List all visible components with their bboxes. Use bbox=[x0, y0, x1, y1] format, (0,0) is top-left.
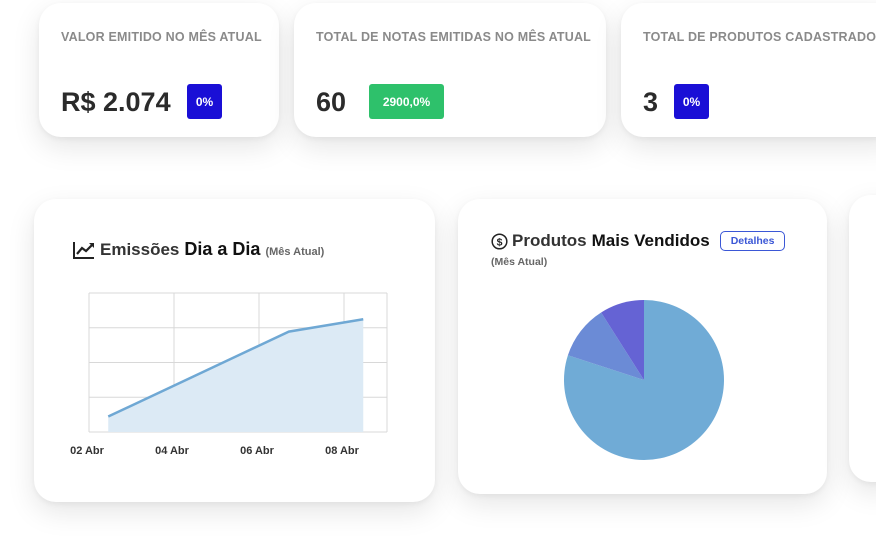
stat-title: TOTAL DE PRODUTOS CADASTRADOS bbox=[643, 30, 876, 44]
title-subtitle: (Mês Atual) bbox=[265, 246, 325, 258]
offscreen-card bbox=[849, 195, 876, 482]
status-badge: 2900,0% bbox=[369, 84, 444, 119]
x-tick-label: 08 Abr bbox=[325, 445, 360, 457]
stat-card-produtos: TOTAL DE PRODUTOS CADASTRADOS 3 0% bbox=[621, 3, 876, 137]
title-bold: Mais Vendidos bbox=[591, 231, 710, 250]
stat-title: VALOR EMITIDO NO MÊS ATUAL bbox=[61, 30, 262, 44]
x-tick-label: 02 Abr bbox=[70, 445, 105, 457]
status-badge: 0% bbox=[674, 84, 709, 119]
panel-title: $ Produtos Mais Vendidos Detalhes bbox=[491, 231, 786, 251]
line-chart-icon bbox=[73, 241, 94, 259]
panel-title: Emissões Dia a Dia (Mês Atual) bbox=[72, 239, 324, 260]
stat-card-valor: VALOR EMITIDO NO MÊS ATUAL R$ 2.074 0% bbox=[39, 3, 279, 137]
emissoes-card: Emissões Dia a Dia (Mês Atual) 02 Abr 04 … bbox=[34, 199, 435, 502]
dollar-circle-icon: $ bbox=[491, 232, 508, 250]
status-badge: 0% bbox=[187, 84, 222, 119]
produtos-subtitle: (Mês Atual) bbox=[491, 256, 548, 268]
produtos-card: $ Produtos Mais Vendidos Detalhes (Mês A… bbox=[458, 199, 827, 494]
stat-value: 3 bbox=[643, 87, 659, 117]
pie-slice-3[interactable] bbox=[601, 300, 644, 380]
title-light: Emissões bbox=[100, 240, 180, 259]
stat-value: R$ 2.074 bbox=[61, 87, 171, 117]
stat-card-notas: TOTAL DE NOTAS EMITIDAS NO MÊS ATUAL 60 … bbox=[294, 3, 606, 137]
area-series-line bbox=[107, 318, 364, 418]
title-bold: Dia a Dia bbox=[184, 239, 261, 259]
pie-slice-2[interactable] bbox=[567, 312, 644, 380]
title-light: Produtos bbox=[512, 231, 587, 250]
details-button[interactable]: Detalhes bbox=[719, 231, 786, 251]
svg-text:$: $ bbox=[497, 236, 503, 248]
x-tick-label: 06 Abr bbox=[240, 445, 275, 457]
stat-title: TOTAL DE NOTAS EMITIDAS NO MÊS ATUAL bbox=[316, 30, 592, 44]
produtos-pie-chart bbox=[564, 300, 724, 460]
stat-value: 60 bbox=[316, 87, 347, 117]
emissoes-area-chart: 02 Abr 04 Abr 06 Abr 08 Abr bbox=[70, 292, 388, 457]
x-tick-label: 04 Abr bbox=[155, 445, 190, 457]
area-fill bbox=[108, 319, 364, 432]
